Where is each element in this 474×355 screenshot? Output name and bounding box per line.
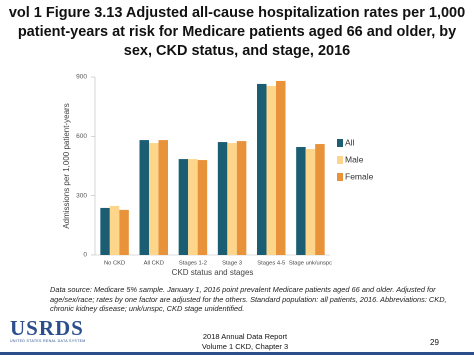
legend-swatch [337, 139, 343, 147]
bar [109, 205, 120, 255]
y-axis-title: Admissions per 1,000 patient-years [62, 103, 71, 228]
bar [178, 159, 189, 255]
bar [276, 80, 286, 255]
x-tick-label: Stages 1-2 [179, 261, 207, 267]
footer-rule [0, 352, 474, 355]
legend-label: Male [345, 154, 364, 164]
footer-line: 2018 Annual Data Report [202, 332, 288, 341]
x-tick-label: Stage 3 [222, 261, 242, 267]
bar [197, 160, 208, 255]
bar [100, 207, 110, 255]
footnote: Data source: Medicare 5% sample. January… [50, 285, 447, 313]
y-tick-label: 600 [76, 133, 87, 140]
bar [266, 85, 276, 256]
legend-label: All [345, 137, 355, 147]
logo: USRDS [10, 316, 84, 340]
bar [158, 140, 168, 255]
y-tick-label: 900 [76, 74, 87, 81]
bar [257, 83, 267, 255]
bar [139, 140, 149, 255]
legend-swatch [337, 173, 343, 181]
legend-label: Female [345, 171, 374, 181]
y-tick-label: 300 [76, 192, 87, 199]
bar [305, 148, 316, 255]
footer: 2018 Annual Data Report Volume 1 CKD, Cha… [150, 332, 340, 352]
y-tick-label: 0 [83, 252, 87, 259]
footer-line: Volume 1 CKD, Chapter 3 [201, 342, 289, 351]
bar [188, 159, 198, 255]
legend-swatch [337, 156, 343, 164]
bar [149, 143, 159, 255]
bar [236, 141, 247, 255]
bar [217, 142, 228, 255]
bar [119, 209, 129, 255]
x-tick-label: All CKD [144, 261, 164, 267]
title: vol 1 Figure 3.13 Adjusted all-cause hos… [8, 5, 466, 59]
page-number: 29 [430, 338, 439, 347]
x-axis-title: CKD status and stages [172, 268, 254, 277]
logo-subtitle: UNITED STATES RENAL DATA SYSTEM [10, 339, 86, 343]
bar [227, 143, 237, 255]
bar [296, 147, 306, 255]
x-tick-label: Stages 4-5 [257, 261, 285, 267]
bar [315, 144, 325, 255]
x-tick-label: No CKD [104, 261, 125, 267]
x-tick-label: Stage unk/unspc [289, 261, 332, 267]
